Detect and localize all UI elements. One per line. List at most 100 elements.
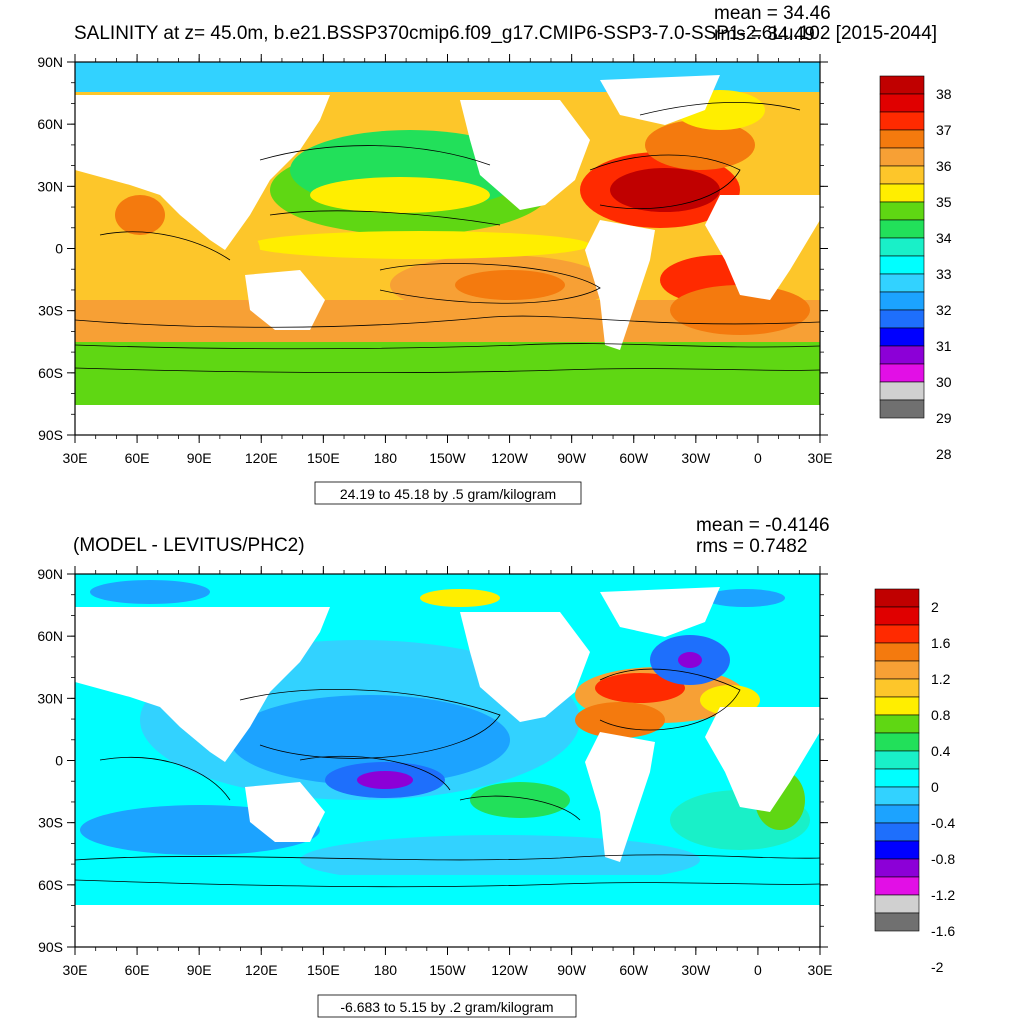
lat-label: 60N	[37, 116, 63, 132]
lon-label: 30W	[681, 962, 711, 978]
lat-label: 30N	[37, 690, 63, 706]
lon-label: 120W	[491, 450, 528, 466]
lon-label: 30E	[808, 962, 833, 978]
lat-label: 90N	[37, 54, 63, 70]
colorbar-swatch	[874, 768, 920, 788]
colorbar-label: 33	[936, 266, 952, 282]
panel1-contours	[75, 101, 820, 374]
colorbar-swatch	[879, 327, 925, 347]
lon-label: 120W	[491, 962, 528, 978]
panel2-rms: rms = 0.7482	[696, 536, 807, 557]
colorbar-label: -2	[931, 959, 944, 975]
panel2-land	[75, 587, 820, 862]
lon-label: 0	[754, 450, 762, 466]
panel2-ticks	[67, 566, 828, 955]
panel1-lon-labels: 30E 60E 90E 120E 150E 180 150W 120W 90W 60W 30W 0 30…	[63, 450, 833, 466]
colorbar-swatch	[874, 588, 920, 608]
panel1-mean: mean = 34.46	[714, 3, 831, 24]
colorbar-swatch	[874, 642, 920, 662]
colorbar-label: 1.6	[931, 635, 951, 651]
lon-label: 120E	[245, 962, 278, 978]
lat-label: 30N	[37, 178, 63, 194]
lon-label: 30W	[681, 450, 711, 466]
lon-label: 30E	[63, 962, 88, 978]
colorbar-swatch	[874, 804, 920, 824]
colorbar-swatch	[874, 786, 920, 806]
lon-label: 120E	[245, 450, 278, 466]
panel-difference: (MODEL - LEVITUS/PHC2) mean = -0.4146 rm…	[37, 515, 955, 1018]
colorbar-label: -0.4	[931, 815, 955, 831]
colorbar-label: 0.4	[931, 743, 951, 759]
colorbar-label: 34	[936, 230, 952, 246]
panel1-lat-labels: 90N 60N 30N 0 30S 60S 90S	[37, 54, 63, 443]
colorbar-label: 37	[936, 122, 952, 138]
colorbar-label: 0.8	[931, 707, 951, 723]
lon-label: 150E	[307, 962, 340, 978]
colorbar-swatch	[879, 147, 925, 167]
colorbar-swatch	[879, 255, 925, 275]
lon-label: 60W	[619, 450, 649, 466]
panel2-contours	[75, 668, 820, 888]
colorbar-swatch	[879, 183, 925, 203]
lon-label: 60E	[125, 450, 150, 466]
colorbar-swatch	[879, 201, 925, 221]
lat-label: 90S	[38, 427, 63, 443]
panel2-lon-labels: 30E 60E 90E 120E 150E 180 150W 120W 90W 60W 30W 0 30…	[63, 962, 833, 978]
colorbar-swatch	[879, 129, 925, 149]
lat-label: 30S	[38, 303, 63, 319]
lat-label: 90N	[37, 566, 63, 582]
colorbar-swatch	[874, 714, 920, 734]
lon-label: 60E	[125, 962, 150, 978]
colorbar-swatch	[879, 273, 925, 293]
colorbar-swatch	[874, 876, 920, 896]
colorbar-swatch	[879, 309, 925, 329]
colorbar-swatch	[874, 624, 920, 644]
panel1-range-label: 24.19 to 45.18 by .5 gram/kilogram	[340, 486, 556, 502]
colorbar-swatch	[874, 678, 920, 698]
colorbar-swatch	[874, 858, 920, 878]
panel2-colorbar: 2 1.6 1.2 0.8 0.4 0 -0.4 -0.8 -1.2 -1.6 -2	[874, 588, 955, 975]
colorbar-label: 32	[936, 302, 952, 318]
colorbar-label: 2	[931, 599, 939, 615]
lon-label: 90W	[557, 962, 587, 978]
lon-label: 150W	[429, 450, 466, 466]
panel2-title: (MODEL - LEVITUS/PHC2)	[73, 535, 305, 556]
colorbar-swatch	[879, 75, 925, 95]
lat-label: 90S	[38, 939, 63, 955]
colorbar-swatch	[879, 363, 925, 383]
colorbar-swatch	[879, 219, 925, 239]
colorbar-label: 38	[936, 86, 952, 102]
lon-label: 30E	[63, 450, 88, 466]
colorbar-label: 36	[936, 158, 952, 174]
colorbar-swatch	[879, 237, 925, 257]
colorbar-label: 31	[936, 338, 952, 354]
lat-label: 0	[55, 753, 63, 769]
colorbar-swatch	[874, 822, 920, 842]
colorbar-swatch	[879, 291, 925, 311]
panel1-ticks	[67, 54, 828, 443]
lat-label: 30S	[38, 815, 63, 831]
lon-label: 90E	[187, 962, 212, 978]
panel1-range-box	[314, 481, 582, 505]
colorbar-swatch	[879, 345, 925, 365]
panel2-lat-labels: 90N 60N 30N 0 30S 60S 90S	[37, 566, 63, 955]
lon-label: 150W	[429, 962, 466, 978]
colorbar-label: 28	[936, 446, 952, 462]
lon-label: 90W	[557, 450, 587, 466]
colorbar-label: -0.8	[931, 851, 955, 867]
lon-label: 0	[754, 962, 762, 978]
colorbar-label: 30	[936, 374, 952, 390]
lon-label: 180	[374, 962, 398, 978]
colorbar-swatch	[874, 840, 920, 860]
colorbar-swatch	[879, 399, 925, 419]
colorbar-swatch	[874, 606, 920, 626]
lat-label: 60S	[38, 365, 63, 381]
panel1-title: SALINITY at z= 45.0m, b.e21.BSSP370cmip6…	[74, 23, 937, 44]
lon-label: 60W	[619, 962, 649, 978]
lon-label: 90E	[187, 450, 212, 466]
colorbar-swatch	[879, 165, 925, 185]
lat-label: 60N	[37, 628, 63, 644]
colorbar-label: -1.6	[931, 923, 955, 939]
colorbar-swatch	[874, 912, 920, 932]
